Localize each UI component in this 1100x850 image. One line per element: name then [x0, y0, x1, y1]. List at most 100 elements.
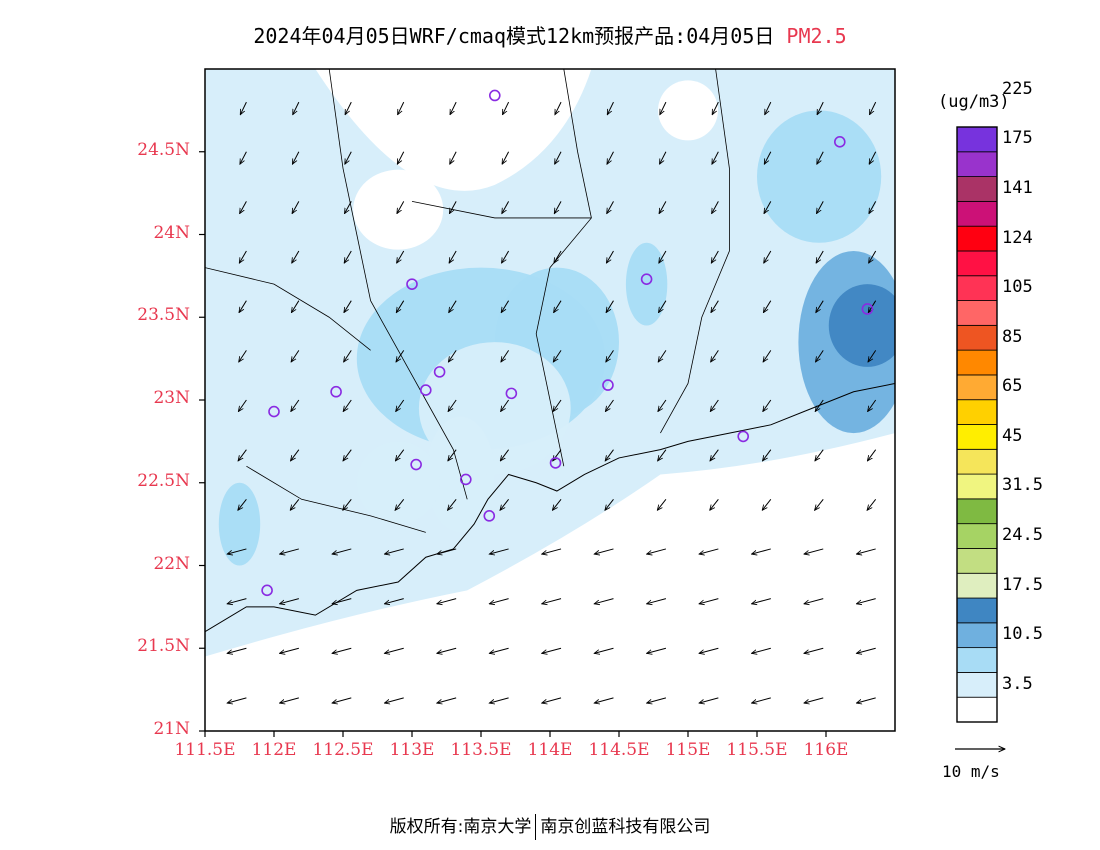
wind-vector [500, 449, 510, 461]
wind-vector [856, 548, 876, 554]
wind-vector [448, 449, 457, 461]
colorbar-segment [956, 324, 998, 351]
wind-vector [804, 697, 824, 703]
y-tick-label: 23.5N [137, 305, 190, 326]
x-tick-label: 116E [803, 740, 849, 760]
wind-vector [594, 697, 614, 703]
wind-vector [554, 300, 562, 313]
colorbar-segment [956, 696, 998, 723]
y-tick-label: 22.5N [137, 470, 190, 491]
wind-vector [710, 449, 719, 461]
station-marker [483, 510, 496, 522]
wind-vector [502, 201, 510, 213]
x-tick-label: 113E [389, 740, 435, 760]
x-tick-label: 115.5E [726, 740, 788, 760]
admin-boundary [205, 267, 371, 351]
wind-vector [489, 598, 509, 604]
wind-vector [712, 201, 719, 213]
footer-company: 南京创蓝科技有限公司 [540, 817, 711, 837]
wind-vector [240, 101, 247, 115]
wind-vector [239, 350, 247, 362]
colorbar-label: 45 [1002, 425, 1023, 446]
wind-vector [867, 449, 877, 461]
admin-boundary [660, 69, 730, 434]
wind-vector [292, 201, 300, 213]
wind-vector [448, 498, 457, 510]
colorbar-label: 175 [1002, 128, 1033, 149]
wind-vector [659, 201, 667, 213]
wind-vector [384, 697, 404, 703]
wind-vector [501, 300, 510, 313]
wind-vector [699, 647, 719, 653]
wind-vector [647, 647, 667, 653]
wind-vector [280, 697, 299, 703]
wind-vector [659, 300, 667, 313]
wind-vector [397, 250, 405, 263]
y-tick-label: 22N [153, 553, 190, 574]
wind-vector [343, 449, 352, 461]
wind-vector [647, 697, 667, 703]
wind-vector [699, 598, 719, 604]
wind-vector [449, 201, 457, 213]
axis-ticks [199, 151, 827, 737]
wind-vector [448, 350, 457, 362]
wind-vector [450, 101, 457, 115]
wind-vector [449, 300, 457, 313]
wind-vector [552, 498, 562, 510]
wind-vector [542, 697, 562, 703]
wind-vector [710, 399, 719, 412]
wind-vector [238, 449, 247, 461]
wind-vector [594, 647, 614, 653]
wind-vector [816, 300, 824, 313]
x-tick-label: 113.5E [450, 740, 512, 760]
pm25-patch [757, 110, 882, 243]
wind-vector [659, 250, 667, 263]
coastline-layer [205, 69, 895, 633]
wind-vector [553, 399, 562, 412]
wind-vector [555, 101, 562, 115]
wind-vector [449, 250, 457, 263]
wind-vector [856, 697, 876, 703]
station-marker [505, 387, 518, 400]
wind-vector [607, 101, 614, 115]
wind-vector [238, 498, 247, 510]
wind-vector [763, 449, 772, 461]
wind-vector [711, 300, 719, 313]
wind-vector [384, 598, 404, 604]
wind-vector [542, 598, 562, 604]
x-tick-label: 114.5E [588, 740, 650, 760]
wind-vector [398, 101, 405, 115]
wind-vector [817, 201, 824, 213]
wind-vector [804, 647, 824, 653]
wind-vector [437, 548, 457, 554]
wind-vector [227, 647, 247, 653]
wind-vector [752, 548, 771, 554]
colorbar-segment [956, 374, 998, 401]
title-variable: PM2.5 [786, 24, 847, 48]
wind-vector [397, 151, 405, 164]
wind-vector [227, 548, 247, 554]
colorbar-label: 85 [1002, 326, 1023, 347]
wind-vector [437, 598, 457, 604]
colorbar-label: 65 [1002, 376, 1023, 397]
colorbar-label: 105 [1002, 277, 1033, 298]
wind-vector [647, 548, 667, 554]
colorbar-segment [956, 523, 998, 549]
x-tick-label: 114E [527, 740, 573, 760]
wind-vector [815, 399, 824, 412]
admin-boundary [411, 201, 592, 219]
station-marker [410, 458, 422, 471]
wind-vector [553, 449, 562, 461]
colorbar-segment [956, 151, 998, 177]
wind-vector [763, 300, 772, 313]
y-tick-label: 21.5N [137, 636, 190, 657]
station-marker [640, 273, 653, 285]
wind-vector [867, 498, 877, 510]
wind-vector [710, 498, 719, 510]
wind-vector [869, 250, 877, 263]
clean-patch [658, 80, 718, 141]
pm25-contour-layer [205, 69, 895, 731]
colorbar-segment [956, 176, 998, 202]
wind-vector [396, 399, 405, 412]
